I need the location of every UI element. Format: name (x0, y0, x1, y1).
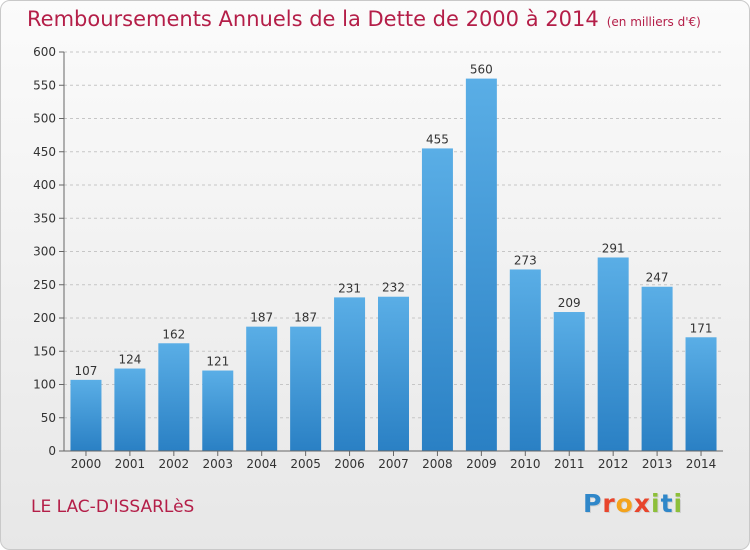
y-tick-label: 450 (33, 145, 56, 159)
y-tick-label: 500 (33, 112, 56, 126)
y-tick-label: 0 (48, 444, 56, 458)
logo-letter: i (673, 489, 684, 518)
logo-letter: i (651, 489, 661, 518)
chart-title-block: Remboursements Annuels de la Dette de 20… (27, 7, 701, 31)
bar (246, 326, 278, 451)
bar-value-label: 291 (602, 241, 625, 255)
bar (553, 312, 585, 451)
x-tick-label: 2004 (246, 457, 277, 471)
x-tick-label: 2006 (334, 457, 365, 471)
x-tick-label: 2013 (642, 457, 673, 471)
x-tick-label: 2000 (71, 457, 102, 471)
bar-value-label: 247 (646, 271, 669, 285)
bars (70, 78, 717, 452)
x-tick-label: 2003 (202, 457, 233, 471)
data-labels: 107 124 162 121 187 187 231 232 455 560 273 209 291 2… (75, 63, 713, 378)
bar (685, 337, 717, 451)
y-tick-label: 200 (33, 311, 56, 325)
bar (378, 296, 409, 451)
logo-letter: r (602, 489, 616, 518)
x-tick-label: 2012 (598, 457, 629, 471)
y-tick-label: 350 (33, 211, 56, 225)
bar (334, 297, 366, 451)
bar-value-label: 187 (294, 311, 317, 325)
commune-name: LE LAC-D'ISSARLèS (31, 497, 195, 517)
bar-value-label: 455 (426, 132, 449, 146)
y-tick-label: 150 (33, 344, 56, 358)
bar (202, 370, 234, 451)
bar (641, 286, 673, 451)
bar-value-label: 232 (382, 281, 405, 295)
bar-value-label: 162 (162, 327, 185, 341)
x-tick-label: 2001 (115, 457, 146, 471)
logo-letter: t (660, 489, 674, 518)
x-tick-label: 2007 (378, 457, 409, 471)
y-tick-label: 550 (33, 78, 56, 92)
y-tick-label: 600 (33, 45, 56, 59)
bar-value-label: 273 (514, 253, 537, 267)
y-tick-label: 250 (33, 278, 56, 292)
bar-value-label: 107 (75, 364, 98, 378)
logo-letter: P (583, 489, 603, 518)
x-tick-label: 2010 (510, 457, 541, 471)
bar (597, 257, 629, 451)
bar (114, 368, 146, 451)
x-tick-label: 2014 (686, 457, 717, 471)
bar-value-label: 231 (338, 281, 361, 295)
logo-letter: x (633, 489, 651, 518)
y-tick-label: 400 (33, 178, 56, 192)
bar (509, 269, 541, 451)
x-tick-label: 2008 (422, 457, 453, 471)
y-tick-label: 50 (41, 411, 56, 425)
x-tick-label: 2011 (554, 457, 585, 471)
chart-unit: (en milliers d'€) (606, 15, 701, 29)
x-tick-label: 2009 (466, 457, 497, 471)
bar (158, 343, 190, 451)
bar (465, 78, 497, 451)
x-tick-label: 2002 (159, 457, 190, 471)
bar (421, 148, 453, 452)
proxiti-logo: Proxiti (583, 489, 683, 518)
bar (290, 326, 322, 451)
bar-value-label: 209 (558, 296, 581, 310)
x-tick-label: 2005 (290, 457, 321, 471)
bar (70, 379, 102, 451)
bar-value-label: 121 (206, 355, 229, 369)
bar-value-label: 124 (118, 353, 141, 367)
y-tick-label: 300 (33, 245, 56, 259)
bar-value-label: 187 (250, 311, 273, 325)
axes: 0 50 100 150 200 250 300 350 400 450 500 550 600 2000… (33, 45, 723, 471)
bar-value-label: 171 (690, 321, 713, 335)
bar-value-label: 560 (470, 63, 493, 77)
logo-letter: o (615, 489, 634, 518)
y-tick-label: 100 (33, 378, 56, 392)
chart-title: Remboursements Annuels de la Dette de 20… (27, 7, 599, 31)
